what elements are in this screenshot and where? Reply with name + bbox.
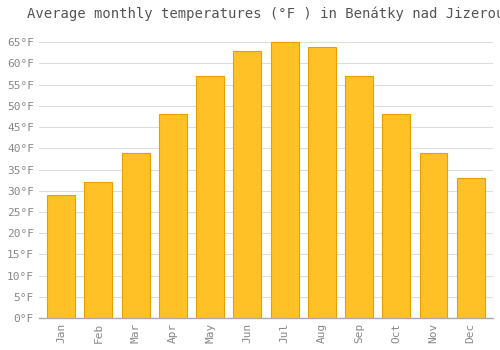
Bar <box>345 76 373 318</box>
Bar <box>457 178 484 318</box>
Bar <box>122 153 150 318</box>
Title: Average monthly temperatures (°F ) in Benátky nad Jizerou: Average monthly temperatures (°F ) in Be… <box>27 7 500 21</box>
Bar <box>196 76 224 318</box>
Bar <box>420 153 448 318</box>
Bar <box>308 47 336 318</box>
Bar <box>159 114 187 318</box>
Bar <box>234 51 262 318</box>
Bar <box>270 42 298 318</box>
Bar <box>382 114 410 318</box>
Bar <box>47 195 75 318</box>
Bar <box>84 182 112 318</box>
